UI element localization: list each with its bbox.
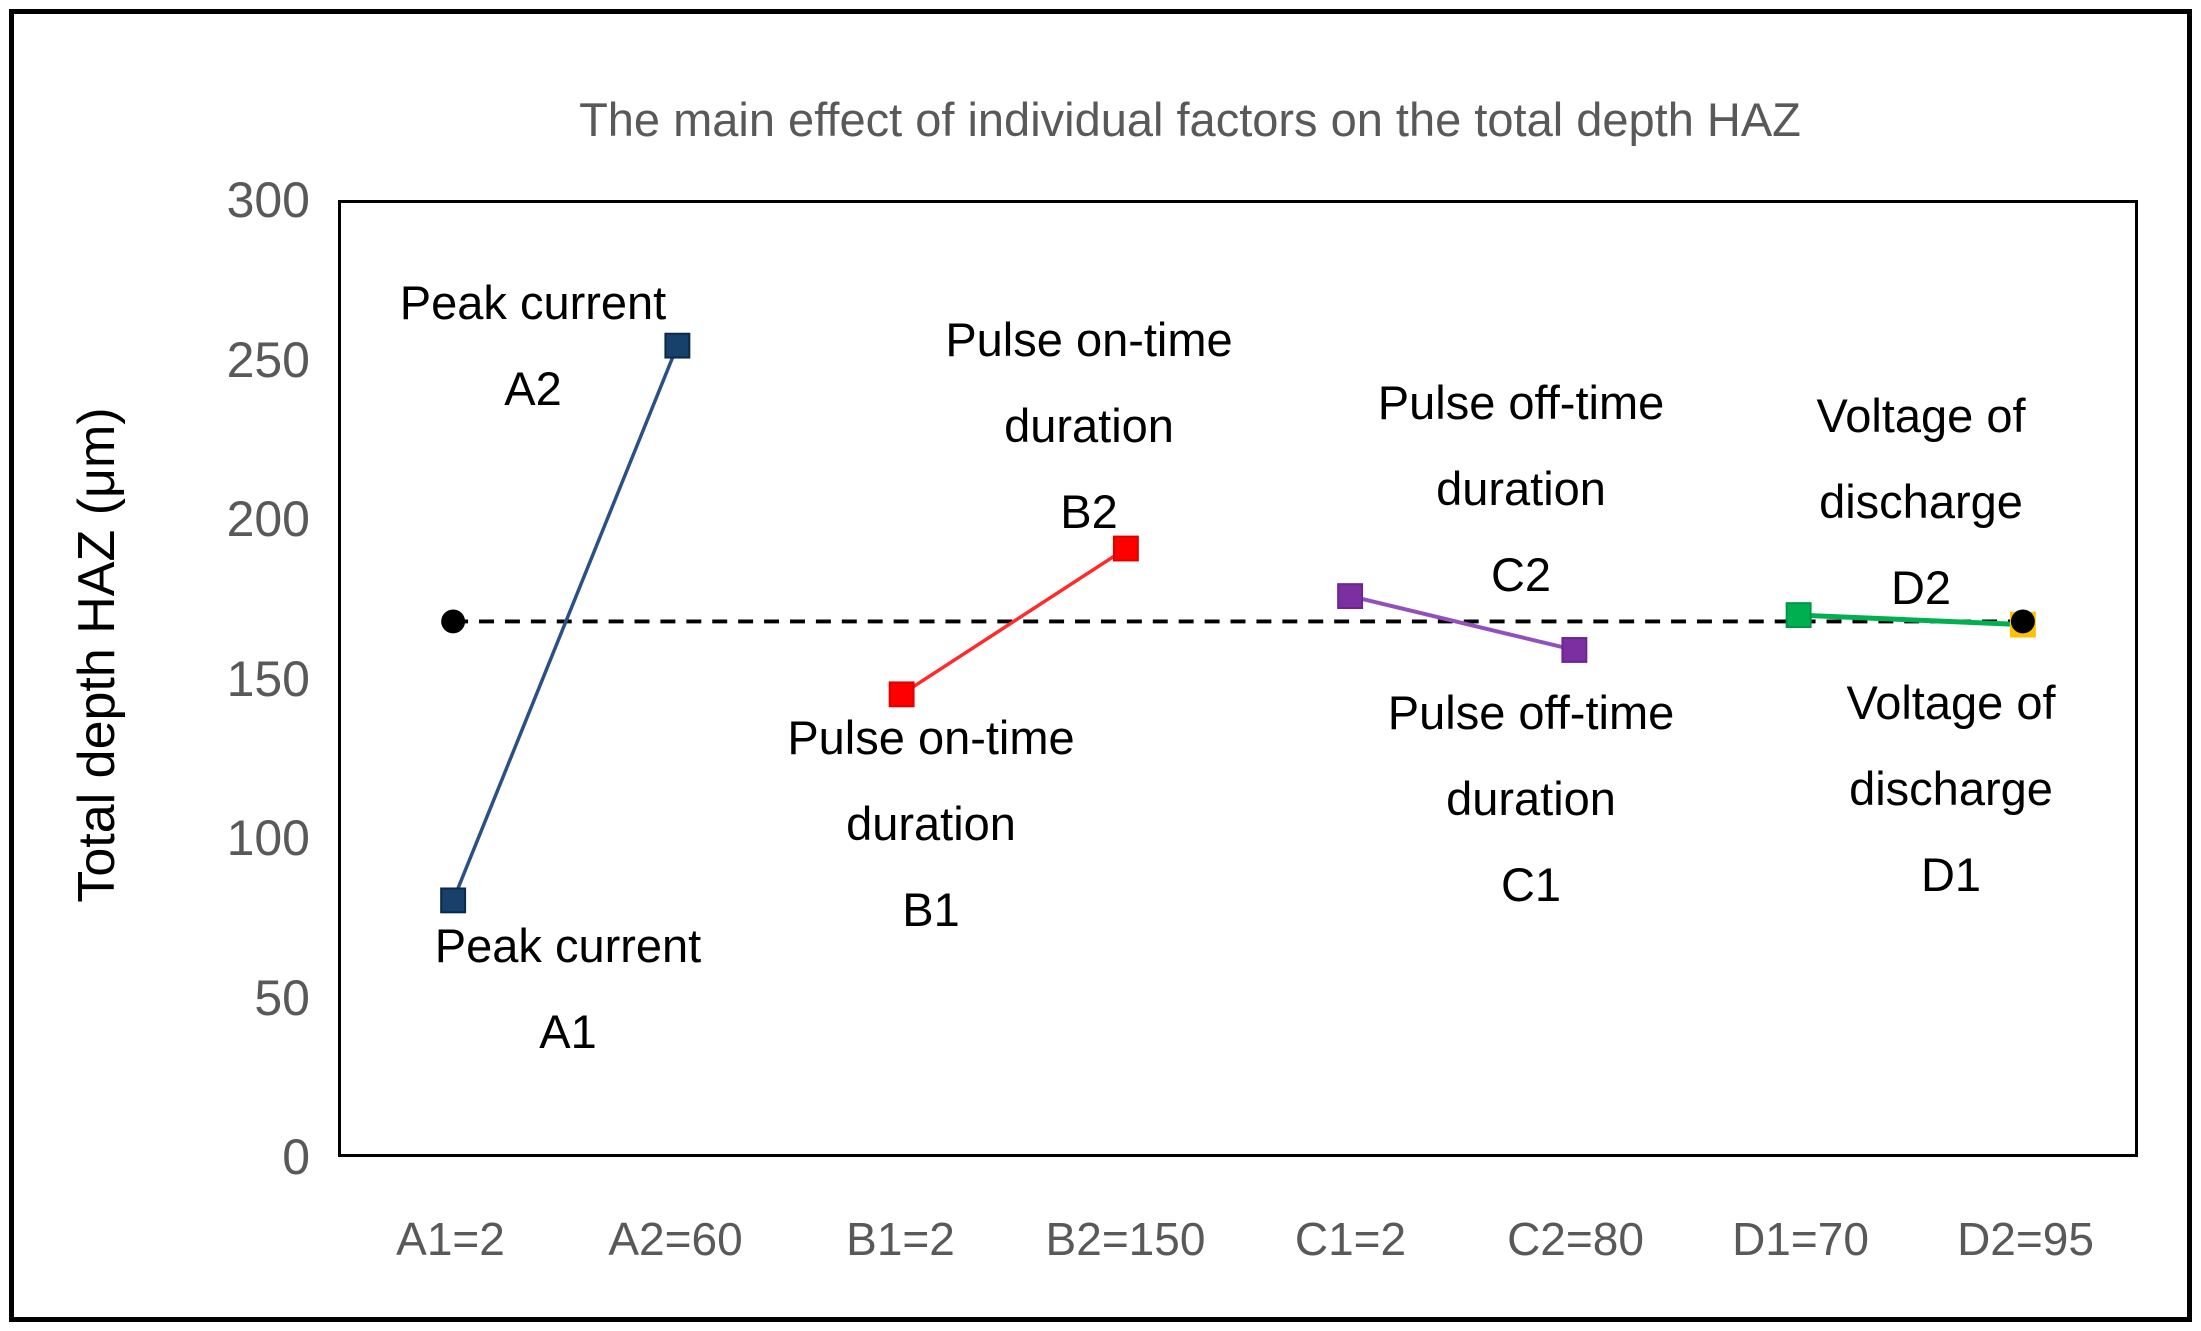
x-tick-d2-95: D2=95 [1957, 1213, 2094, 1265]
annotation-line: Voltage of [1846, 676, 2056, 729]
annotation-line: D2 [1890, 561, 1952, 614]
label-voltage-of-discharge-d1: Voltage of discharge D1 [1846, 660, 2055, 918]
y-axis-tick-labels: 300 250 200 150 100 50 0 [0, 172, 338, 1185]
chart-title: The main effect of individual factors on… [579, 93, 1801, 146]
marker-pulse-off-time-duration-C2=80 [1561, 637, 1588, 663]
marker-voltage-of-discharge-D1=70 [1785, 602, 1812, 629]
annotation-line: C1 [1500, 858, 1562, 911]
y-tick-250: 250 [226, 331, 310, 388]
annotation-line: D1 [1920, 848, 1982, 901]
x-tick-a2-60: A2=60 [608, 1213, 743, 1265]
marker-peak-current-A1=2 [440, 887, 467, 914]
annotation-line: duration [1436, 462, 1606, 515]
annotation-line: Pulse on-time [787, 711, 1075, 764]
x-tick-d1-70: D1=70 [1732, 1213, 1869, 1265]
y-tick-0: 0 [282, 1129, 310, 1185]
label-pulse-on-time-b2: Pulse on-time duration B2 [945, 297, 1232, 555]
annotation-line: Pulse off-time [1377, 376, 1665, 429]
label-pulse-on-time-b1: Pulse on-time duration B1 [787, 695, 1074, 953]
x-tick-b2-150: B2=150 [1045, 1213, 1206, 1265]
label-peak-current-a1: Peak current A1 [435, 903, 701, 1075]
label-pulse-off-time-c1: Pulse off-time duration C1 [1388, 670, 1674, 928]
annotation-line: discharge [1849, 762, 2053, 815]
mean-line-end-dot-right [2010, 609, 2035, 634]
y-tick-150: 150 [226, 650, 310, 707]
annotation-line: Pulse off-time [1387, 686, 1675, 739]
x-axis-tick-labels: A1=2 A2=60 B1=2 B2=150 C1=2 C2=80 D1=70 D2=95 [338, 1212, 2138, 1282]
label-voltage-of-discharge-d2: Voltage of discharge D2 [1816, 373, 2025, 631]
annotation-line: Voltage of [1816, 389, 2026, 442]
line-pulse-on-time-duration [900, 547, 1127, 696]
marker-pulse-on-time-duration-B2=150 [1112, 535, 1139, 562]
annotation-line: A2 [504, 362, 562, 415]
x-tick-c2-80: C2=80 [1507, 1213, 1644, 1265]
plot-area: Peak current A2 Peak current A1 Pulse on-tim… [338, 200, 2138, 1157]
chart-canvas [440, 332, 2036, 914]
x-tick-a1-2: A1=2 [396, 1213, 505, 1265]
annotation-line: B1 [902, 883, 960, 936]
line-peak-current [451, 344, 679, 902]
annotation-line: A1 [539, 1005, 597, 1058]
y-tick-300: 300 [226, 172, 310, 228]
x-tick-b1-2: B1=2 [846, 1213, 955, 1265]
annotation-line: C2 [1490, 548, 1552, 601]
annotation-line: duration [1446, 772, 1616, 825]
line-pulse-off-time-duration [1349, 594, 1575, 652]
label-peak-current-a2: Peak current A2 [400, 260, 666, 432]
annotation-line: Peak current [399, 276, 667, 329]
annotation-line: B2 [1060, 485, 1118, 538]
line-voltage-of-discharge [1798, 612, 2023, 628]
annotation-line: discharge [1819, 475, 2023, 528]
annotation-line: duration [846, 797, 1016, 850]
figure-border [9, 9, 2192, 1322]
y-tick-50: 50 [254, 969, 310, 1026]
y-tick-100: 100 [226, 810, 310, 866]
marker-pulse-on-time-duration-B1=2 [888, 681, 915, 708]
annotation-line: Peak current [434, 919, 702, 972]
marker-peak-current-A2=60 [664, 332, 691, 359]
x-tick-c1-2: C1=2 [1294, 1213, 1407, 1265]
marker-pulse-off-time-duration-C1=2 [1337, 583, 1364, 609]
label-pulse-off-time-c2: Pulse off-time duration C2 [1378, 360, 1664, 618]
mean-line-end-dot-left [441, 609, 466, 634]
annotation-line: Pulse on-time [945, 313, 1233, 366]
annotation-line: duration [1004, 399, 1174, 452]
y-tick-200: 200 [226, 491, 310, 547]
